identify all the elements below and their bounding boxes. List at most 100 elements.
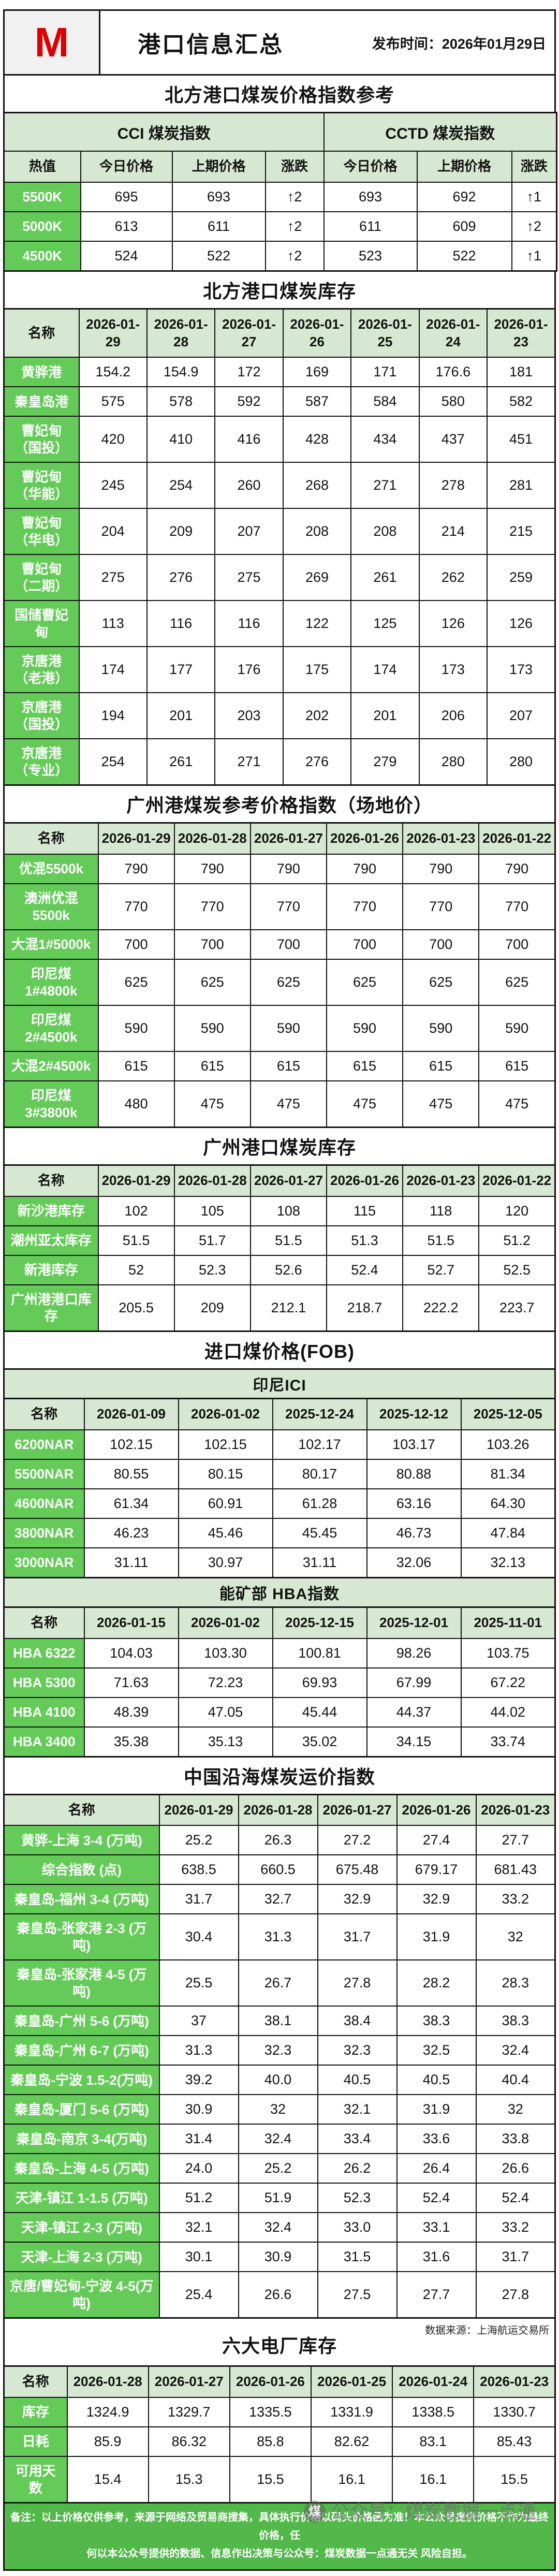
date-column-header: 2026-01-26 xyxy=(229,2365,312,2398)
data-cell: 38.3 xyxy=(475,2006,556,2037)
data-cell: 33.2 xyxy=(475,1884,556,1915)
data-cell: 48.39 xyxy=(83,1696,179,1728)
table-row: 印尼煤 3#3800k 480 475 475 475 475 475 xyxy=(3,1080,556,1128)
table-row: 印尼煤 1#4800k 625 625 625 625 625 625 xyxy=(3,959,556,1006)
data-cell: 32.13 xyxy=(460,1547,556,1578)
row-label: 秦皇岛港 xyxy=(3,386,80,417)
data-cell: 72.23 xyxy=(178,1667,273,1698)
page-title: 港口信息汇总 xyxy=(138,32,284,57)
date-column-header: 2026-01-28 xyxy=(66,2365,149,2398)
data-cell: 611 xyxy=(171,211,266,242)
row-label: 京唐港（专业） xyxy=(3,738,80,786)
table-row: 广州港港口库存 205.5 209 212.1 218.7 222.2 223.7 xyxy=(3,1284,556,1332)
data-cell: 33.0 xyxy=(317,2212,398,2243)
table-row: 秦皇岛-厦门 5-6 (万吨) 30.9 32 32.1 31.9 32 xyxy=(3,2094,556,2125)
row-label: HBA 6322 xyxy=(3,1637,85,1668)
data-cell: 681.43 xyxy=(475,1854,556,1885)
data-cell: 28.3 xyxy=(475,1959,556,2007)
data-cell: 171 xyxy=(350,357,420,388)
row-label: 秦皇岛-广州 5-6 (万吨) xyxy=(3,2006,160,2037)
data-cell: 475 xyxy=(249,1080,327,1128)
data-cell: 27.8 xyxy=(317,1959,398,2007)
data-cell: 35.13 xyxy=(178,1726,273,1758)
data-cell: 40.0 xyxy=(238,2065,318,2096)
data-cell: 85.43 xyxy=(473,2426,556,2457)
data-cell: 223.7 xyxy=(478,1284,556,1332)
data-cell: 522 xyxy=(416,240,512,272)
table-row: 6200NAR 102.15 102.15 102.17 103.17 103.26 xyxy=(3,1429,556,1460)
data-cell: 25.4 xyxy=(158,2271,239,2319)
data-cell: 120 xyxy=(478,1195,556,1226)
data-cell: 52.4 xyxy=(326,1254,404,1285)
data-cell: 269 xyxy=(282,554,352,602)
date-column-header: 2026-01-28 xyxy=(146,308,216,358)
data-cell: 615 xyxy=(402,1051,480,1082)
data-cell: 278 xyxy=(418,462,488,509)
row-label: 京唐港（国投） xyxy=(3,692,80,740)
date-column-header: 2026-01-26 xyxy=(282,308,352,358)
date-column-header: 2026-01-23 xyxy=(473,2365,556,2398)
data-cell: 271 xyxy=(350,462,420,509)
data-cell: 32.1 xyxy=(158,2212,239,2243)
row-label: HBA 4100 xyxy=(3,1696,85,1728)
header-row: 名称 2026-01-29 2026-01-28 2026-01-27 2026-01-… xyxy=(3,1794,556,1826)
data-cell: 69.93 xyxy=(272,1667,367,1698)
table-row: 3000NAR 31.11 30.97 31.11 32.06 32.13 xyxy=(3,1547,556,1578)
row-label: 曹妃甸（华电） xyxy=(3,508,80,555)
data-cell: 51.2 xyxy=(158,2183,239,2214)
data-cell: 100.81 xyxy=(272,1637,367,1668)
date-column-header: 2025-12-12 xyxy=(366,1398,462,1430)
data-cell: 169 xyxy=(282,357,352,388)
row-label: 6200NAR xyxy=(3,1429,85,1460)
data-cell: 31.4 xyxy=(158,2124,239,2155)
row-label: 秦皇岛-南京 3-4(万吨) xyxy=(3,2124,160,2155)
data-cell: 98.26 xyxy=(366,1637,462,1668)
data-cell: 1335.5 xyxy=(229,2397,312,2428)
data-cell: 27.7 xyxy=(396,2271,477,2319)
table-row: 秦皇岛港 575 578 592 587 584 580 582 xyxy=(3,386,556,417)
data-cell: 770 xyxy=(97,883,175,931)
data-cell: 102 xyxy=(97,1195,175,1226)
data-cell: 451 xyxy=(487,416,556,463)
coastal-freight-table: 名称 2026-01-29 2026-01-28 2026-01-27 2026-01-… xyxy=(3,1793,556,2319)
data-cell: ↑2 xyxy=(264,181,325,212)
data-cell: 177 xyxy=(146,646,216,694)
data-cell: 27.7 xyxy=(475,1825,556,1856)
data-cell: 32.4 xyxy=(238,2212,318,2243)
data-cell: 63.16 xyxy=(366,1488,462,1519)
data-cell: 116 xyxy=(214,600,284,648)
data-cell: 47.05 xyxy=(178,1696,273,1728)
date-column-header: 2026-01-22 xyxy=(478,822,556,855)
data-cell: 31.6 xyxy=(396,2242,477,2273)
data-cell: 625 xyxy=(402,959,480,1006)
data-cell: 82.62 xyxy=(310,2426,393,2457)
name-column-header: 名称 xyxy=(3,1794,160,1826)
data-cell: 209 xyxy=(146,508,216,555)
data-cell: 30.4 xyxy=(158,1913,239,1961)
data-cell: 85.9 xyxy=(66,2426,149,2457)
data-cell: 102.15 xyxy=(178,1429,273,1460)
table-row: 天津-上海 2-3 (万吨) 30.1 30.9 31.5 31.6 31.7 xyxy=(3,2242,556,2273)
data-cell: 33.74 xyxy=(460,1726,556,1758)
name-column-header: 名称 xyxy=(3,1398,85,1430)
data-cell: 26.3 xyxy=(238,1825,318,1856)
date-column-header: 2026-01-25 xyxy=(350,308,420,358)
row-label: 秦皇岛-广州 6-7 (万吨) xyxy=(3,2035,160,2066)
row-label: 4500K xyxy=(3,240,81,272)
data-cell: 51.3 xyxy=(326,1225,404,1256)
data-cell: 32.7 xyxy=(238,1884,318,1915)
data-cell: 208 xyxy=(350,508,420,555)
row-label: 国储曹妃甸 xyxy=(3,600,80,648)
data-cell: 32.4 xyxy=(475,2035,556,2066)
data-cell: 103.17 xyxy=(366,1429,462,1460)
page-header: M 港口信息汇总 发布时间：2026年01月29日 xyxy=(3,9,556,76)
table-row: 5000K 613 611 ↑2 611 609 ↑2 xyxy=(3,211,557,242)
data-cell: 590 xyxy=(478,1005,556,1052)
data-cell: 40.4 xyxy=(475,2065,556,2096)
table-row: 潮州亚太库存 51.5 51.7 51.5 51.3 51.5 51.2 xyxy=(3,1225,556,1256)
data-cell: 39.2 xyxy=(158,2065,239,2096)
row-label: 新港库存 xyxy=(3,1254,99,1285)
data-cell: 181 xyxy=(487,357,556,388)
data-cell: 28.2 xyxy=(396,1959,477,2007)
data-cell: 174 xyxy=(78,646,148,694)
